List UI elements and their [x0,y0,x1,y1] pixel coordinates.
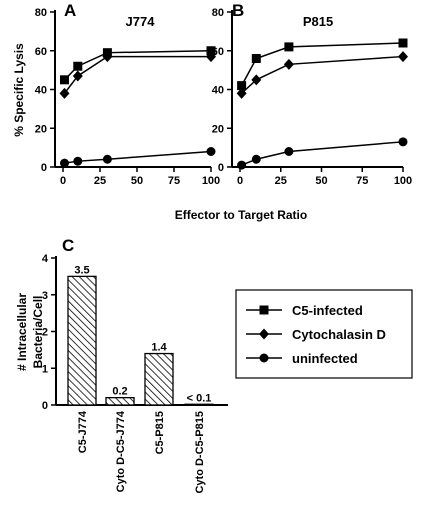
panel-a-x-tick-label: 100 [202,175,220,187]
panel-a-x-tick-label: 25 [94,175,106,187]
panel-b-y-tick-label: 40 [212,85,224,97]
panel-b-letter: B [232,1,244,20]
panel-a-x-tick-label: 75 [168,175,180,187]
panel-c-bar-chart: 0 1 2 3 4 C # Intracellular Bacteria/Cell 3.5 C5-… [15,236,228,494]
panel-b-x-tick-label: 50 [315,175,327,187]
panel-a-data-point-c5-infected [59,75,69,85]
panel-a-series-line-cytochalasin-d [63,55,211,94]
panel-c-data-label: 0.2 [112,386,127,398]
panel-a-data-point-cytochalasin-d [72,70,83,82]
legend-label-uninfected: uninfected [292,351,358,366]
panel-b-x-tick-label: 100 [394,175,412,187]
panel-a-data-point-c5-infected [73,61,83,71]
panel-c-y-tick-label: 3 [42,290,48,302]
panel-a-data-point-cytochalasin-d [206,51,216,63]
legend-marker-uninfected [259,353,269,363]
shared-x-axis-label: Effector to Target Ratio [175,208,307,222]
panel-b-data-point-c5-infected [251,54,261,63]
panel-b-data-point-cytochalasin-d [283,58,294,70]
panel-c-category-label: Cyto D-C5-P815 [194,411,206,494]
panel-b-y-tick-label: 20 [212,123,224,135]
legend: C5-infected Cytochalasin D uninfected [235,289,413,379]
panel-b-series-line-c5-infected [240,42,404,86]
panel-c-data-label: < 0.1 [187,392,212,404]
panel-b-data-point-c5-infected [398,38,408,48]
panel-c-y-tick-label: 4 [42,253,49,265]
panel-b-y-tick-label: 80 [212,7,224,19]
panel-a-y-tick-label: 40 [35,85,47,97]
panel-a-data-point-uninfected [206,147,216,156]
panel-a-data-point-cytochalasin-d [59,87,70,99]
panel-b-x-tick-label: 25 [275,175,287,187]
panel-c-category-label: C5-P815 [154,411,166,454]
panel-a-y-tick-label: 0 [41,162,47,174]
panel-c-bar [184,403,214,406]
panel-b-y-tick-label: 60 [212,46,224,58]
panel-a-x-tick-label: 50 [131,175,143,187]
panel-b-data-point-c5-infected [284,42,294,52]
panel-c-bar [105,396,135,406]
panel-c-category-label: Cyto D-C5-J774 [115,410,127,492]
panel-a-y-tick-label: 80 [35,7,47,19]
panel-a-y-tick-label: 20 [35,123,47,135]
panel-c-y-tick-label: 0 [42,400,48,412]
panel-a-series-line-c5-infected [63,50,212,81]
panel-b-series-line-cytochalasin-d [241,55,404,94]
panel-b-data-point-cytochalasin-d [251,74,262,86]
panel-c-bar [144,352,174,406]
panel-a-letter: A [64,1,76,20]
panel-a-data-point-uninfected [102,154,112,164]
panel-a-data-point-uninfected [59,158,69,168]
panel-b-x-tick-label: 0 [237,175,243,187]
panel-c-bar [67,275,97,406]
panel-a-data-point-cytochalasin-d [102,51,113,63]
panel-c-letter: C [62,236,74,255]
panel-b-x-tick-label: 75 [356,175,368,187]
panel-b-data-point-uninfected [284,147,294,156]
panel-b-data-point-cytochalasin-d [398,51,408,63]
legend-marker-c5-infected [259,305,269,315]
panel-b-data-point-c5-infected [237,81,247,91]
panel-a-y-tick-label: 60 [35,46,47,58]
panel-c-y-tick-label: 1 [42,363,48,375]
panel-c-y-tick-label: 2 [42,327,48,339]
panel-c-category-label: C5-J774 [77,410,89,453]
panel-a-line-chart: 0 20 40 60 80 0 25 50 75 100 A J774 [35,1,220,187]
panel-b-title: P815 [303,14,333,29]
panel-c-data-label: 3.5 [74,264,89,276]
legend-marker-cytochalasin-d [259,328,269,340]
panel-a-title: J774 [126,14,156,29]
panel-b-series-line-uninfected [241,141,404,166]
panel-a-series-line-uninfected [64,150,212,164]
panel-b-data-point-uninfected [398,137,408,147]
panel-a-data-point-c5-infected [206,46,216,56]
panel-c-data-label: 1.4 [151,342,167,354]
panel-b-data-point-uninfected [237,160,247,170]
panel-b-data-point-uninfected [251,154,261,164]
panel-a-x-tick-label: 0 [60,175,66,187]
shared-y-axis-label: % Specific Lysis [12,43,26,137]
panel-c-y-axis-label: # Intracellular Bacteria/Cell [15,293,45,371]
legend-label-c5-infected: C5-infected [292,303,363,318]
panel-a-data-point-uninfected [73,156,83,166]
panel-b-y-tick-label: 0 [218,162,224,174]
panel-b-data-point-cytochalasin-d [236,87,247,99]
legend-label-cytochalasin-d: Cytochalasin D [292,327,386,342]
panel-b-line-chart: 0 20 40 60 80 0 25 50 75 100 B P815 [212,1,412,187]
